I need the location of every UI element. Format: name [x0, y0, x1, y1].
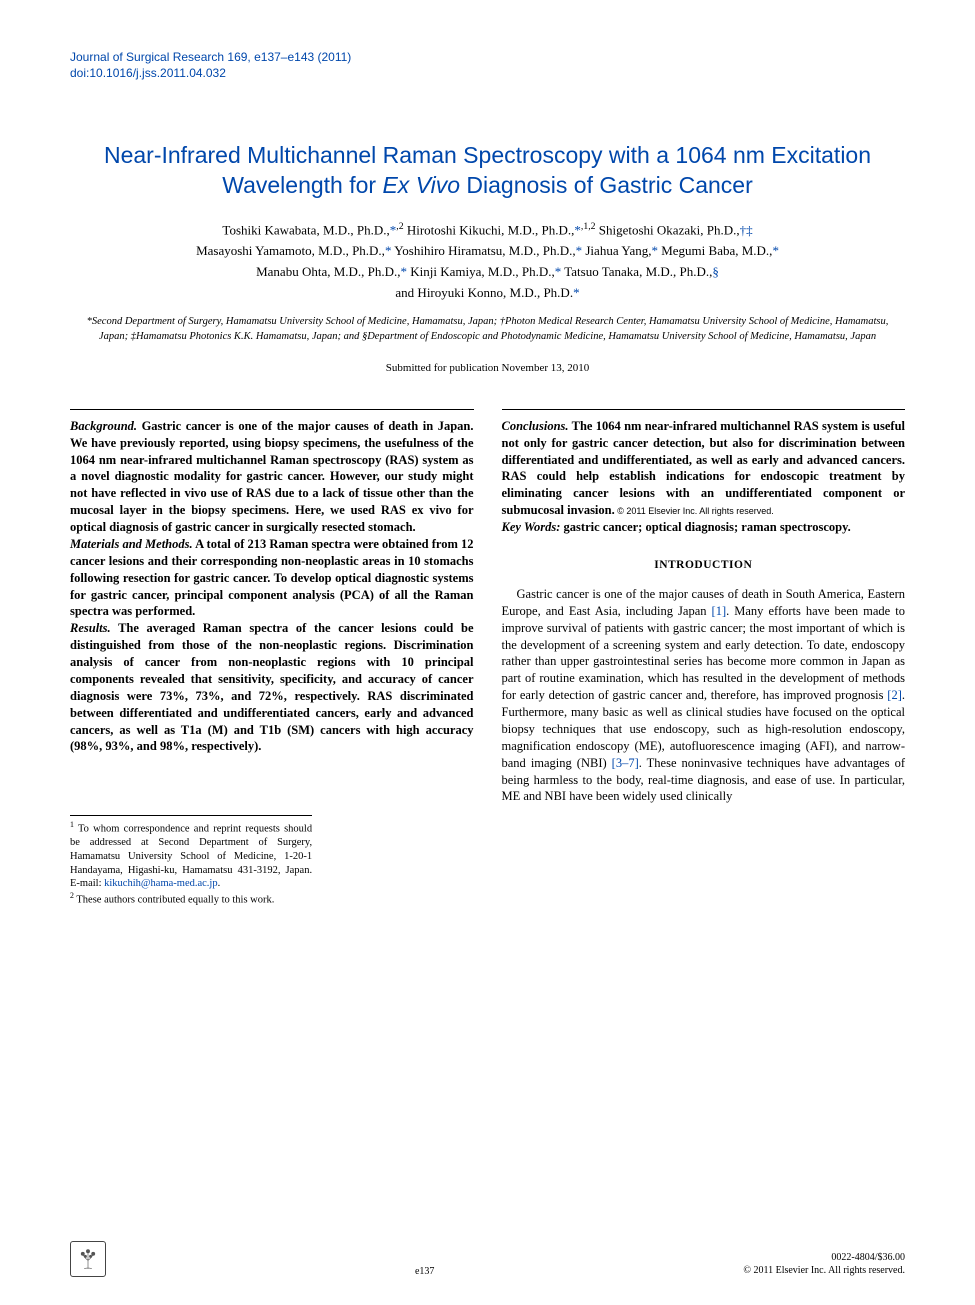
footer-right: 0022-4804/$36.00 © 2011 Elsevier Inc. Al…	[743, 1251, 905, 1277]
right-column: Conclusions. The 1064 nm near-infrared m…	[502, 409, 906, 907]
left-column: Background. Gastric cancer is one of the…	[70, 409, 474, 907]
intro-heading: INTRODUCTION	[502, 558, 906, 574]
title-line2-pre: Wavelength for	[222, 172, 382, 198]
page-number: e137	[106, 1266, 743, 1277]
abstract-block-right: Conclusions. The 1064 nm near-infrared m…	[502, 409, 906, 536]
title-italic: Ex Vivo	[382, 172, 460, 198]
page-container: Journal of Surgical Research 169, e137–e…	[0, 0, 975, 1305]
conclusions-text: The 1064 nm near-infrared multichannel R…	[502, 419, 906, 517]
keywords-text: gastric cancer; optical diagnosis; raman…	[560, 520, 850, 534]
publisher-logo	[70, 1241, 106, 1277]
journal-header: Journal of Surgical Research 169, e137–e…	[70, 50, 905, 81]
footnote-1: 1 To whom correspondence and reprint req…	[70, 820, 312, 891]
abstract-conclusions: Conclusions. The 1064 nm near-infrared m…	[502, 418, 906, 519]
journal-doi: doi:10.1016/j.jss.2011.04.032	[70, 66, 905, 82]
elsevier-tree-icon	[75, 1246, 101, 1272]
title-line1: Near-Infrared Multichannel Raman Spectro…	[104, 142, 871, 168]
background-text: Gastric cancer is one of the major cause…	[70, 419, 474, 534]
abstract-methods: Materials and Methods. A total of 213 Ra…	[70, 536, 474, 620]
abstract-results: Results. The averaged Raman spectra of t…	[70, 620, 474, 755]
background-label: Background.	[70, 419, 137, 433]
abstract-copyright: © 2011 Elsevier Inc. All rights reserved…	[615, 506, 774, 516]
two-column-layout: Background. Gastric cancer is one of the…	[70, 409, 905, 907]
submitted-date: Submitted for publication November 13, 2…	[70, 362, 905, 374]
journal-name: Journal of Surgical Research 169, e137–e…	[70, 50, 905, 66]
keywords-label: Key Words:	[502, 520, 561, 534]
footer-copyright: © 2011 Elsevier Inc. All rights reserved…	[743, 1264, 905, 1277]
keywords: Key Words: gastric cancer; optical diagn…	[502, 519, 906, 536]
abstract-block: Background. Gastric cancer is one of the…	[70, 409, 474, 756]
intro-body: Gastric cancer is one of the major cause…	[502, 586, 906, 805]
authors-block: Toshiki Kawabata, M.D., Ph.D.,*,2 Hiroto…	[88, 219, 888, 304]
results-label: Results.	[70, 621, 111, 635]
page-footer: e137 0022-4804/$36.00 © 2011 Elsevier In…	[70, 1241, 905, 1277]
affiliations: *Second Department of Surgery, Hamamatsu…	[78, 315, 898, 343]
footnote-2: 2 These authors contributed equally to t…	[70, 891, 312, 907]
article-title: Near-Infrared Multichannel Raman Spectro…	[78, 141, 898, 201]
title-line2-post: Diagnosis of Gastric Cancer	[460, 172, 753, 198]
abstract-background: Background. Gastric cancer is one of the…	[70, 418, 474, 536]
results-text: The averaged Raman spectra of the cancer…	[70, 621, 474, 753]
footnotes: 1 To whom correspondence and reprint req…	[70, 815, 312, 907]
footer-issn: 0022-4804/$36.00	[743, 1251, 905, 1264]
conclusions-label: Conclusions.	[502, 419, 569, 433]
methods-label: Materials and Methods.	[70, 537, 193, 551]
